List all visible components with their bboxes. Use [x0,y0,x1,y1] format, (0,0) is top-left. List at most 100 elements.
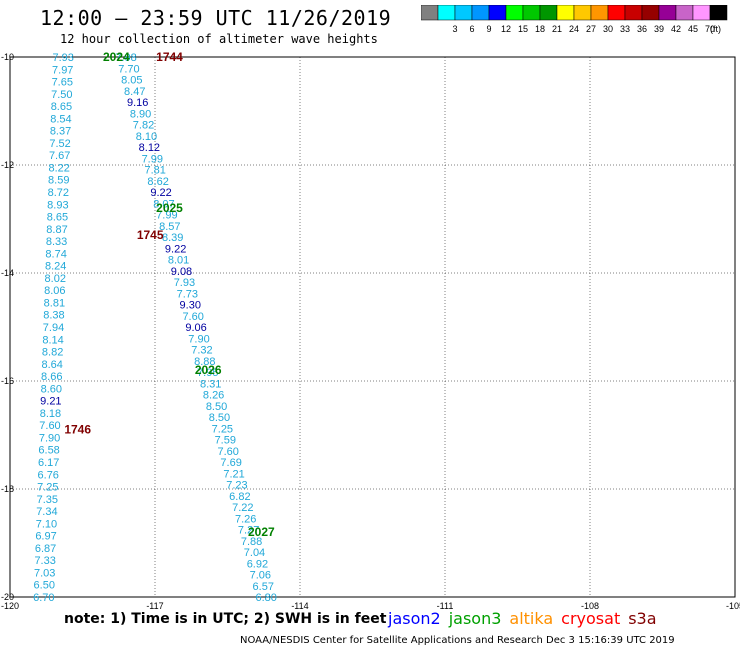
pass-time-label: 2025 [156,201,183,215]
wave-height-value: 8.60 [41,383,62,395]
wave-height-value: 7.90 [188,333,209,345]
wave-height-value: 7.60 [217,446,238,458]
wave-height-value: 8.05 [121,75,142,87]
wave-height-value: 8.24 [45,261,66,273]
wave-height-value: 8.18 [40,408,61,420]
wave-height-value: 7.73 [177,288,198,300]
wave-height-value: 8.50 [206,401,227,413]
wave-height-value: 7.81 [144,165,165,177]
legend-unit: (ft) [710,24,721,34]
wave-height-value: 8.74 [45,248,66,260]
wave-height-value: 9.22 [165,243,186,255]
legend-tick-label: 39 [654,24,664,34]
pass-time-label: 2027 [248,525,275,539]
wave-height-value: 8.54 [50,113,71,125]
legend-tick-label: 36 [637,24,647,34]
wave-height-value: 8.22 [49,162,70,174]
wave-height-value: 9.08 [171,266,192,278]
page-subtitle: 12 hour collection of altimeter wave hei… [60,32,378,46]
wave-height-value: 6.57 [253,581,274,593]
longitude-tick-label: -108 [581,601,599,611]
wave-height-value: 8.14 [42,334,63,346]
satellite-legend: jason2 jason3 altika cryosat s3a [388,609,665,628]
wave-height-value: 9.22 [150,187,171,199]
satellite-jason2: jason2 [388,609,441,628]
wave-height-value: 6.58 [38,445,59,457]
wave-height-value: 7.99 [142,153,163,165]
wave-height-value: 7.50 [51,89,72,101]
legend-swatch [709,5,728,21]
legend-tick-label: 3 [452,24,457,34]
wave-height-value: 7.26 [235,513,256,525]
wave-height-value: 8.38 [43,310,64,322]
satellite-cryosat: cryosat [561,609,621,628]
wave-height-value: 8.33 [46,236,67,248]
wave-height-value: 8.72 [48,187,69,199]
wave-height-value: 8.47 [124,86,145,98]
latitude-tick-label: -14 [1,268,14,278]
wave-height-value: 8.82 [42,347,63,359]
longitude-tick-label: -114 [291,601,308,611]
wave-height-value: 6.97 [35,531,56,543]
wave-height-value: 8.31 [200,378,221,390]
legend-tick-label: 18 [535,24,545,34]
wave-height-value: 7.90 [39,432,60,444]
wave-height-value: 8.87 [46,224,67,236]
wave-height-value: 8.10 [136,131,157,143]
wave-height-value: 7.25 [212,423,233,435]
legend-tick-label: 6 [469,24,474,34]
legend-tick-label: 12 [501,24,511,34]
wave-height-value: 9.30 [180,300,201,312]
wave-height-value: 8.65 [51,101,72,113]
legend-tick-label: 21 [552,24,562,34]
legend-tick-label: 27 [586,24,596,34]
longitude-tick-label: -117 [146,601,163,611]
wave-height-value: 7.35 [37,494,58,506]
wave-height-value: 8.01 [168,255,189,267]
wave-height-value: 7.33 [34,555,55,567]
latitude-tick-label: -10 [1,52,14,62]
pass-time-label: 1746 [64,423,91,437]
wave-height-value: 7.34 [36,506,57,518]
wave-height-value: 6.70 [33,592,54,604]
pass-time-label: 1744 [156,50,183,64]
wave-height-value: 7.04 [244,547,265,559]
wave-height-value: 7.52 [49,138,70,150]
wave-height-value: 7.98 [115,52,136,64]
wave-height-value: 7.97 [52,64,73,76]
wave-height-value: 7.93 [174,277,195,289]
wave-height-value: 7.03 [34,567,55,579]
footer-note: note: 1) Time is in UTC; 2) SWH is in fe… [64,611,387,627]
pass-time-label: 2024 [103,50,130,64]
page-title: 12:00 – 23:59 UTC 11/26/2019 [40,6,392,30]
wave-height-value: 6.76 [38,469,59,481]
wave-height-value: 6.50 [34,580,55,592]
wave-height-value: 7.10 [36,518,57,530]
wave-height-value: 7.60 [39,420,60,432]
wave-height-value: 8.65 [47,212,68,224]
pass-time-label: 2026 [195,363,222,377]
legend-tick-label: 30 [603,24,613,34]
wave-height-value: 7.94 [43,322,64,334]
wave-height-value: 8.59 [48,175,69,187]
map-frame [9,56,736,598]
wave-height-value: 8.07 [153,198,174,210]
wave-height-value: 9.06 [185,322,206,334]
wave-height-value: 7.22 [232,502,253,514]
legend-tick-label: 9 [486,24,491,34]
wave-height-value: 7.60 [182,311,203,323]
wave-height-value: 8.90 [130,108,151,120]
wave-height-value: 8.93 [47,199,68,211]
latitude-tick-label: -20 [1,592,14,602]
legend-tick-label: 70 [705,24,715,34]
wave-height-value: 7.69 [220,457,241,469]
satellite-s3a: s3a [628,609,657,628]
wave-height-value: 7.25 [37,482,58,494]
wave-height-value: 8.37 [50,126,71,138]
wave-height-value: 9.21 [40,396,61,408]
wave-height-value: 8.64 [41,359,62,371]
latitude-tick-label: -18 [1,484,14,494]
satellite-altika: altika [509,609,554,628]
wave-height-value: 8.12 [139,142,160,154]
pass-time-label: 1745 [137,228,164,242]
